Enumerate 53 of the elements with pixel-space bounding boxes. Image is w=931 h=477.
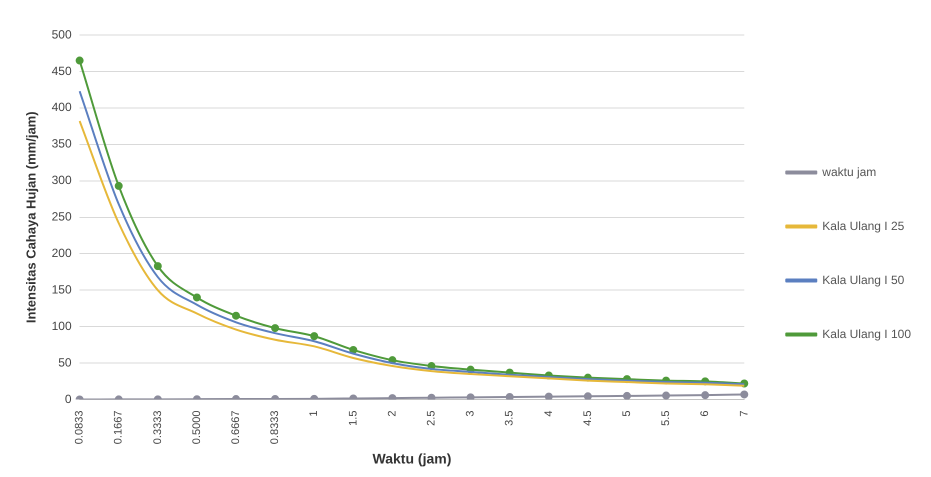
x-tick-label: 1 — [308, 410, 320, 417]
x-tick-label: 5 — [621, 410, 634, 417]
y-tick-label: 0 — [64, 392, 72, 406]
x-tick-label: 3.5 — [504, 410, 516, 426]
point — [310, 332, 318, 340]
point — [114, 182, 123, 190]
y-tick-label: 450 — [52, 64, 72, 78]
x-tick-label: 7 — [738, 410, 750, 417]
legend-label: waktu jam — [821, 164, 876, 179]
point — [622, 392, 631, 400]
point — [584, 392, 592, 400]
y-tick-label: 400 — [52, 100, 72, 114]
point — [349, 346, 358, 354]
x-tick-label: 6 — [699, 410, 712, 417]
x-tick-label: 0.0833 — [74, 410, 86, 444]
y-tick-label: 50 — [58, 355, 72, 370]
point — [154, 262, 162, 270]
point — [388, 394, 396, 400]
point — [427, 394, 436, 400]
legend-label: Kala Ulang I 100 — [822, 326, 912, 341]
x-tick-label: 0.5000 — [190, 410, 203, 444]
y-tick-label: 500 — [52, 27, 72, 42]
y-tick-label: 150 — [52, 282, 72, 296]
point — [232, 312, 240, 320]
x-tick-label: 5.5 — [660, 410, 672, 426]
y-tick-label: 300 — [52, 173, 72, 188]
x-tick-label: 0.6667 — [230, 410, 242, 444]
point — [192, 293, 201, 302]
point — [271, 324, 280, 332]
x-tick-label: 2.5 — [426, 410, 438, 426]
x-tick-label: 0.3333 — [152, 410, 164, 444]
point — [701, 391, 710, 400]
x-tick-label: 3 — [464, 410, 477, 417]
y-axis-title: Intensitas Cahaya Hujan (mm/jam) — [23, 111, 38, 324]
legend-label: Kala Ulang I 50 — [822, 272, 905, 287]
legend-label: Kala Ulang I 25 — [822, 218, 905, 233]
x-tick-label: 2 — [386, 410, 398, 417]
point — [76, 56, 84, 65]
x-tick-label: 0.8333 — [269, 410, 282, 444]
x-tick-label: 4 — [542, 410, 555, 417]
x-tick-label: 1.5 — [347, 410, 360, 426]
point — [544, 392, 553, 400]
point — [740, 390, 748, 398]
x-axis-title: Waktu (jam) — [372, 450, 452, 466]
y-tick-label: 350 — [52, 136, 72, 151]
point — [466, 393, 475, 400]
x-tick-label: 0.1667 — [112, 410, 125, 444]
y-tick-label: 250 — [52, 210, 72, 224]
x-tick-label: 4.5 — [582, 410, 594, 426]
point — [506, 393, 514, 400]
y-tick-label: 200 — [52, 246, 72, 260]
y-tick-label: 100 — [52, 318, 72, 333]
point — [662, 392, 670, 400]
